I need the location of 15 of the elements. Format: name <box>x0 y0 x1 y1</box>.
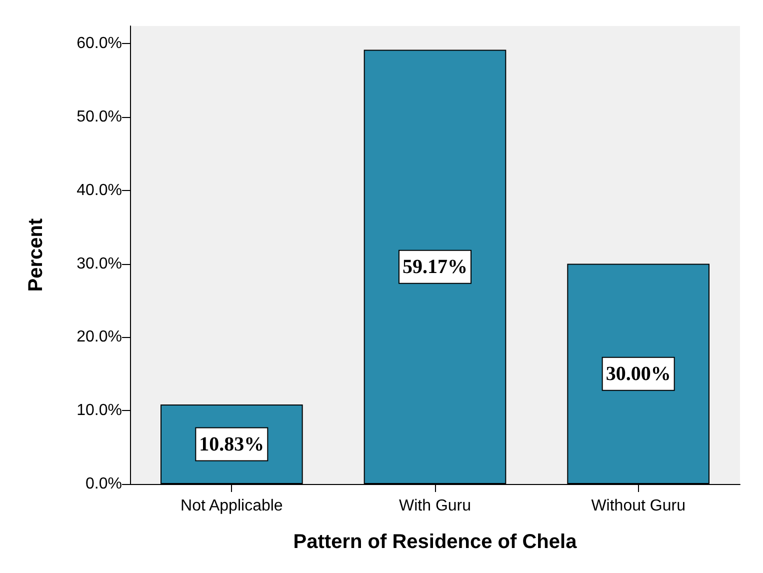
x-axis-title: Pattern of Residence of Chela <box>293 531 578 553</box>
y-tick-label: 50.0% <box>76 108 122 126</box>
y-tick-label: 30.0% <box>76 255 122 272</box>
data-label: 59.17% <box>402 256 468 278</box>
y-tick-label: 40.0% <box>76 182 122 199</box>
y-tick-label: 10.0% <box>76 402 122 420</box>
y-tick-label: 0.0% <box>86 476 122 492</box>
data-label: 10.83% <box>199 433 264 456</box>
x-tick-label: With Guru <box>398 498 472 514</box>
data-label: 30.00% <box>606 362 671 385</box>
x-tick-label: Without Guru <box>591 498 686 514</box>
y-tick-label: 20.0% <box>76 328 122 346</box>
x-tick-label: Not Applicable <box>180 498 283 514</box>
y-tick-label: 60.0% <box>76 35 122 52</box>
y-axis-title: Percent <box>25 218 47 292</box>
